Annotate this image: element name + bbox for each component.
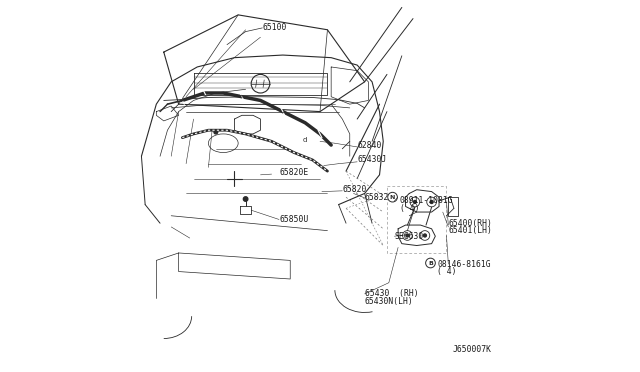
Text: 65100: 65100 [262,23,287,32]
Text: 65820: 65820 [342,185,367,194]
Text: 65430  (RH): 65430 (RH) [365,289,419,298]
Text: 08911-1081G: 08911-1081G [400,196,454,205]
Circle shape [430,201,433,203]
Text: d: d [303,137,307,142]
Text: SEC630: SEC630 [394,232,424,241]
Circle shape [214,130,218,134]
Circle shape [243,197,248,201]
Text: 62840: 62840 [357,141,381,150]
Text: 08146-8161G: 08146-8161G [437,260,491,269]
Circle shape [388,192,397,202]
Circle shape [424,234,426,237]
Text: ( 4): ( 4) [400,204,419,213]
Text: N: N [390,195,396,200]
Text: 65832: 65832 [365,193,389,202]
Text: 65400(RH): 65400(RH) [449,219,492,228]
Text: 65430J: 65430J [357,155,387,164]
Text: B: B [428,260,433,266]
Text: J650007K: J650007K [452,345,491,354]
Text: ( 4): ( 4) [437,267,457,276]
Circle shape [406,234,409,237]
Circle shape [426,258,435,268]
Text: 65430N(LH): 65430N(LH) [365,297,413,306]
Circle shape [413,201,417,203]
Text: 65401(LH): 65401(LH) [449,226,492,235]
Text: 65850U: 65850U [279,215,308,224]
Text: 65820E: 65820E [279,169,308,177]
